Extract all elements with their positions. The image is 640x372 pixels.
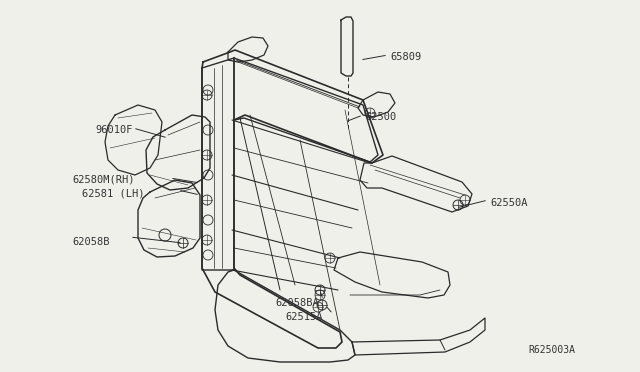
Text: R625003A: R625003A — [528, 345, 575, 355]
Text: 62581 (LH): 62581 (LH) — [82, 188, 145, 198]
Text: 96010F: 96010F — [95, 125, 132, 135]
Text: 62500: 62500 — [365, 112, 396, 122]
Text: 62058BA: 62058BA — [275, 298, 319, 308]
Text: 62580M(RH): 62580M(RH) — [72, 175, 134, 185]
Text: 62058B: 62058B — [72, 237, 109, 247]
Text: 62515A: 62515A — [285, 312, 323, 322]
Text: 65809: 65809 — [390, 52, 421, 62]
Text: 62550A: 62550A — [490, 198, 527, 208]
